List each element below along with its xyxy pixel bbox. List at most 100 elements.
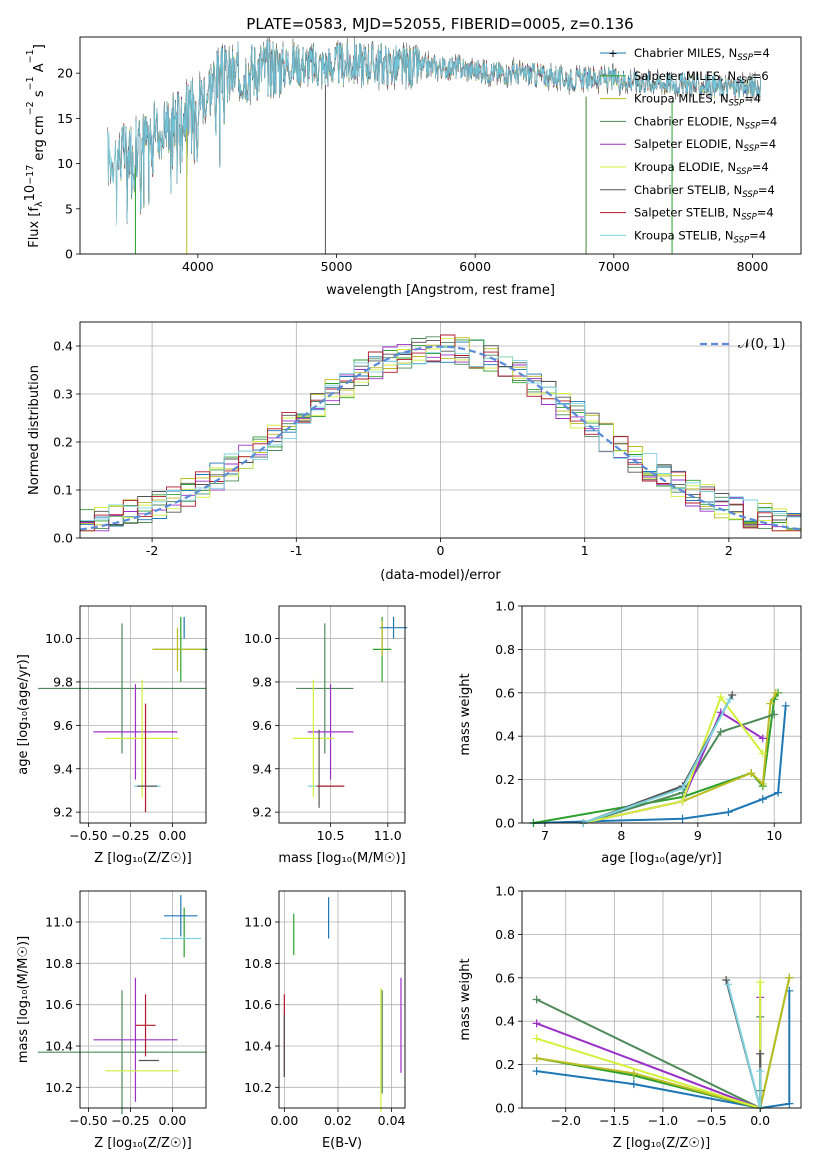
y-tick-label: 9.4: [53, 761, 73, 776]
y-tick-label: 0.8: [495, 927, 515, 942]
axes-frame: [278, 890, 406, 1109]
y-axis-label-part: λ: [34, 201, 45, 207]
weight-marker: [774, 788, 783, 797]
weight-marker: [771, 688, 780, 697]
weight-marker: [728, 690, 737, 699]
y-axis-label-part: ]: [32, 44, 47, 49]
y-axis-label: mass weight: [458, 673, 473, 755]
residuals-panel: -2 -1 0 1 2 0.0 0.1 0.2 0.3 0.4 𝒩(0, 1) (data-model…: [27, 321, 802, 583]
ebv-mass-panel: 0.00 0.02 0.04 10.2 10.4 10.6 10.8 11.0 E(B-V): [244, 890, 406, 1151]
legend-model-name: Kroupa STELIB, N: [634, 228, 734, 242]
weight-marker: [724, 980, 733, 989]
x-tick-label: −1.5: [599, 1113, 629, 1128]
legend-label: Kroupa MILES, NSSP=4: [634, 92, 761, 109]
x-tick-label: −2.0: [551, 1113, 581, 1128]
y-tick-label: 9.6: [53, 718, 73, 733]
weight-marker: [758, 779, 767, 788]
y-tick-label: 11.0: [45, 915, 73, 930]
weight-marker: [678, 814, 687, 823]
weight-marker: [781, 701, 790, 710]
y-tick-label: 1.0: [495, 884, 515, 899]
legend-model-name: Salpeter STELIB, N: [634, 206, 741, 220]
y-tick-label: 20: [57, 66, 73, 81]
y-tick-label: 0.4: [495, 729, 515, 744]
y-axis-label: mass weight: [458, 958, 473, 1040]
legend-subscript: SSP: [729, 99, 745, 109]
x-tick-label: 5000: [321, 259, 353, 274]
y-axis-label: age [log₁₀(age/yr)]: [16, 654, 31, 775]
y-tick-label: 0.4: [495, 1014, 515, 1029]
z-mass-panel: −0.50 −0.25 0.00 10.2 10.4 10.6 10.8 11.0 Z [log…: [16, 890, 207, 1151]
x-tick-label: −0.50: [69, 828, 107, 843]
y-tick-label: 10.0: [45, 631, 73, 646]
y-tick-label: 10.0: [244, 631, 272, 646]
legend-model-name: Chabrier ELODIE, N: [634, 114, 745, 128]
residuals-marks: [79, 334, 802, 532]
y-tick-label: 0.2: [53, 435, 73, 450]
x-tick-label: 0.00: [158, 828, 186, 843]
y-tick-label: 10.4: [244, 1039, 272, 1054]
weight-marker: [756, 1049, 765, 1058]
legend-nssp: =4: [752, 160, 769, 174]
x-axis-label: Z [log₁₀(Z/Z☉)]: [94, 1136, 191, 1151]
y-tick-label: 9.8: [252, 674, 272, 689]
weight-age-panel: 7 8 9 10 0.0 0.2 0.4 0.6 0.8 1.0 age [log₁₀(age/yr…: [458, 599, 802, 866]
legend-model-name: Salpeter MILES, N: [634, 69, 736, 83]
y-tick-label: 9.4: [252, 761, 272, 776]
y-tick-label: 9.2: [252, 805, 272, 820]
weight-line-3: [582, 713, 775, 824]
x-axis-label: (data-model)/error: [380, 568, 501, 583]
weight-marker: [785, 973, 794, 982]
legend-model-name: Kroupa ELODIE, N: [634, 160, 736, 174]
x-tick-label: 2: [725, 543, 733, 558]
y-tick-label: 10.4: [45, 1039, 73, 1054]
y-tick-label: 0.0: [495, 1101, 515, 1116]
legend-model-name: Kroupa MILES, N: [634, 92, 729, 106]
legend-nssp: =4: [744, 92, 761, 106]
axes-frame: [521, 605, 802, 824]
legend-model-name: Chabrier STELIB, N: [634, 183, 742, 197]
weight-marker: [629, 1080, 638, 1089]
legend-label: Salpeter STELIB, NSSP=4: [634, 206, 774, 223]
y-tick-label: 15: [57, 111, 73, 126]
x-tick-label: 7: [541, 828, 549, 843]
y-axis-label-part: erg cm: [32, 115, 47, 164]
legend-marker: +: [608, 47, 617, 60]
weight-marker: [678, 784, 687, 793]
y-tick-label: 0.1: [53, 483, 73, 498]
legend-subscript: SSP: [744, 144, 760, 154]
legend-nssp: =4: [759, 137, 776, 151]
axes-frame: [79, 321, 802, 539]
weight-marker: [532, 1067, 541, 1076]
legend-subscript: SSP: [741, 213, 757, 223]
legend-subscript: SSP: [745, 121, 761, 131]
x-axis-label: Z [log₁₀(Z/Z☉)]: [94, 851, 191, 866]
y-tick-label: 0.0: [495, 816, 515, 831]
y-axis-label-part: −1: [25, 76, 36, 90]
axes-frame: [278, 605, 406, 824]
x-tick-label: 0.0: [750, 1113, 770, 1128]
legend-nssp: =4: [753, 46, 770, 60]
gaussian-curve: [79, 345, 802, 531]
weight-marker: [756, 1067, 765, 1076]
z-age-panel: −0.50 −0.25 0.00 9.2 9.4 9.6 9.8 10.0 Z [log₁₀(Z…: [16, 605, 208, 866]
z-age-marks: [38, 616, 208, 813]
z-mass-marks: [38, 895, 206, 1115]
weight-marker: [716, 727, 725, 736]
weight-marker: [532, 1019, 541, 1028]
x-tick-label: 11.0: [374, 828, 402, 843]
x-tick-label: 0.00: [270, 1113, 298, 1128]
y-tick-label: 10.2: [244, 1080, 272, 1095]
weight-marker: [532, 1034, 541, 1043]
legend-subscript: SSP: [736, 167, 752, 177]
y-axis-label-part: 10: [23, 185, 38, 202]
x-axis-label: mass [log₁₀(M/M☉)]: [278, 851, 405, 866]
x-tick-label: −0.50: [69, 1113, 107, 1128]
y-tick-label: 10.2: [45, 1080, 73, 1095]
legend-nssp: =4: [749, 228, 766, 242]
y-axis-label-part: −17: [25, 165, 36, 185]
weight-marker: [532, 1054, 541, 1063]
weight-z-panel: −2.0 −1.5 −1.0 −0.5 0.0 0.0 0.2 0.4 0.6 0.8 1.0 Z […: [458, 884, 802, 1151]
figure-title: PLATE=0583, MJD=52055, FIBERID=0005, z=0…: [246, 15, 633, 33]
